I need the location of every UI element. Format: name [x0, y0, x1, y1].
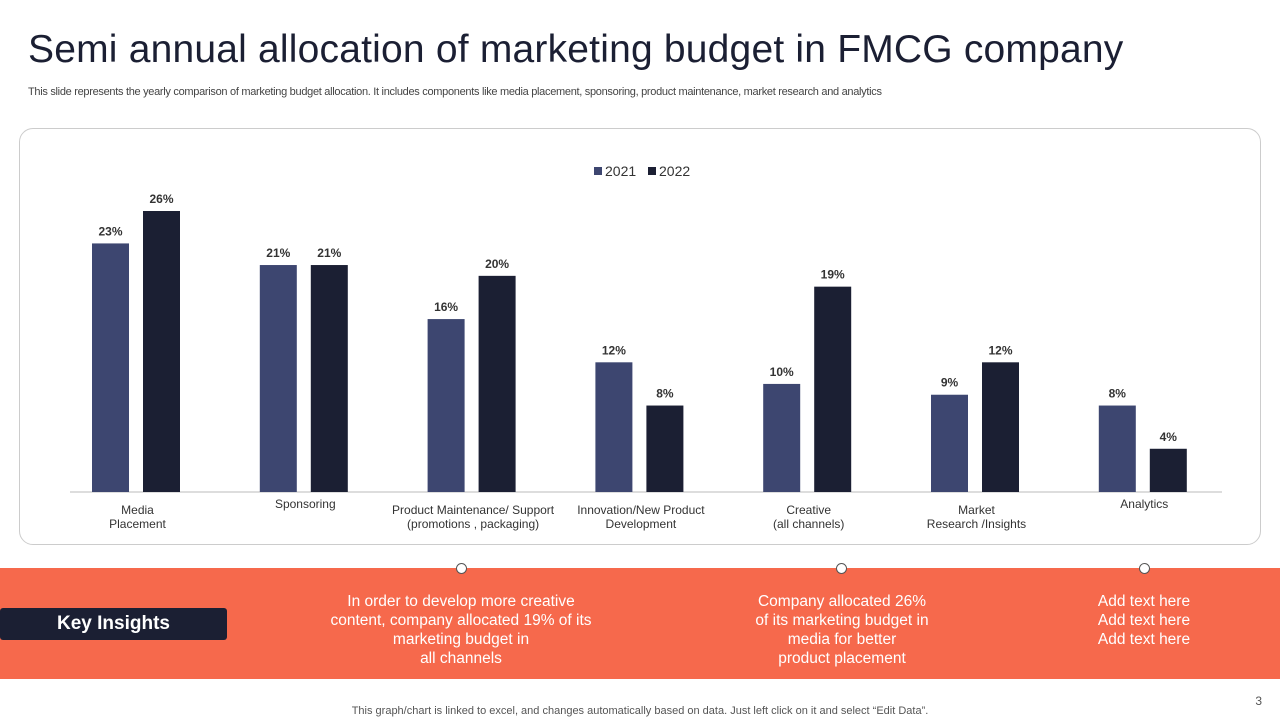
page-subtitle: This slide represents the yearly compari… — [28, 86, 882, 98]
data-label: 23% — [98, 224, 122, 238]
data-label: 12% — [988, 343, 1012, 357]
timeline-dot — [836, 563, 847, 574]
bar-2021 — [931, 394, 968, 492]
chart-frame[interactable] — [19, 128, 1261, 545]
page-title: Semi annual allocation of marketing budg… — [28, 28, 1124, 71]
bar-2021 — [427, 319, 465, 492]
data-label: 4% — [1160, 430, 1178, 444]
footer-note: This graph/chart is linked to excel, and… — [351, 705, 929, 717]
category-label: (all channels) — [773, 517, 844, 531]
data-label: 9% — [941, 376, 959, 390]
insight-text: Company allocated 26% of its marketing b… — [755, 593, 929, 667]
bar-2022 — [310, 265, 348, 492]
bar-2022 — [814, 286, 852, 492]
data-label: 12% — [602, 343, 626, 357]
category-label: Research /Insights — [927, 517, 1026, 531]
category-label: Development — [606, 517, 677, 531]
bar-2022 — [646, 405, 684, 492]
category-label: Media — [121, 503, 154, 517]
category-label: Placement — [109, 517, 166, 531]
bar-2021 — [763, 383, 801, 492]
category-label: Innovation/New Product — [577, 503, 705, 517]
category-label: Market — [958, 503, 995, 517]
bar-2021 — [1098, 405, 1136, 492]
bar-2021 — [595, 362, 633, 492]
category-label: Creative — [786, 503, 831, 517]
bar-2022 — [1149, 448, 1187, 492]
timeline-dot — [1139, 563, 1150, 574]
timeline-dot — [456, 563, 467, 574]
insight-text: In order to develop more creative conten… — [330, 593, 592, 667]
bar-2021 — [259, 265, 297, 492]
category-label: Product Maintenance/ Support — [392, 503, 555, 517]
category-label: Sponsoring — [275, 497, 336, 511]
bar-2022 — [982, 362, 1019, 492]
legend-swatch — [648, 167, 656, 175]
data-label: 19% — [821, 268, 845, 282]
data-label: 26% — [149, 192, 173, 206]
key-insights-label: Key Insights — [0, 608, 227, 640]
bar-2021 — [92, 243, 129, 492]
page-number: 3 — [1255, 694, 1262, 708]
bar-2022 — [143, 211, 180, 492]
legend-label: 2022 — [659, 163, 690, 179]
data-label: 16% — [434, 300, 458, 314]
category-label: Analytics — [1120, 497, 1168, 511]
data-label: 8% — [656, 387, 674, 401]
data-label: 21% — [266, 246, 290, 260]
data-label: 10% — [770, 365, 794, 379]
category-label: (promotions , packaging) — [407, 517, 539, 531]
legend-label: 2021 — [605, 163, 636, 179]
legend-swatch — [594, 167, 602, 175]
data-label: 8% — [1109, 387, 1127, 401]
insight-text: Add text here Add text here Add text her… — [1097, 593, 1191, 648]
bar-2022 — [478, 275, 516, 492]
data-label: 21% — [317, 246, 341, 260]
data-label: 20% — [485, 257, 509, 271]
